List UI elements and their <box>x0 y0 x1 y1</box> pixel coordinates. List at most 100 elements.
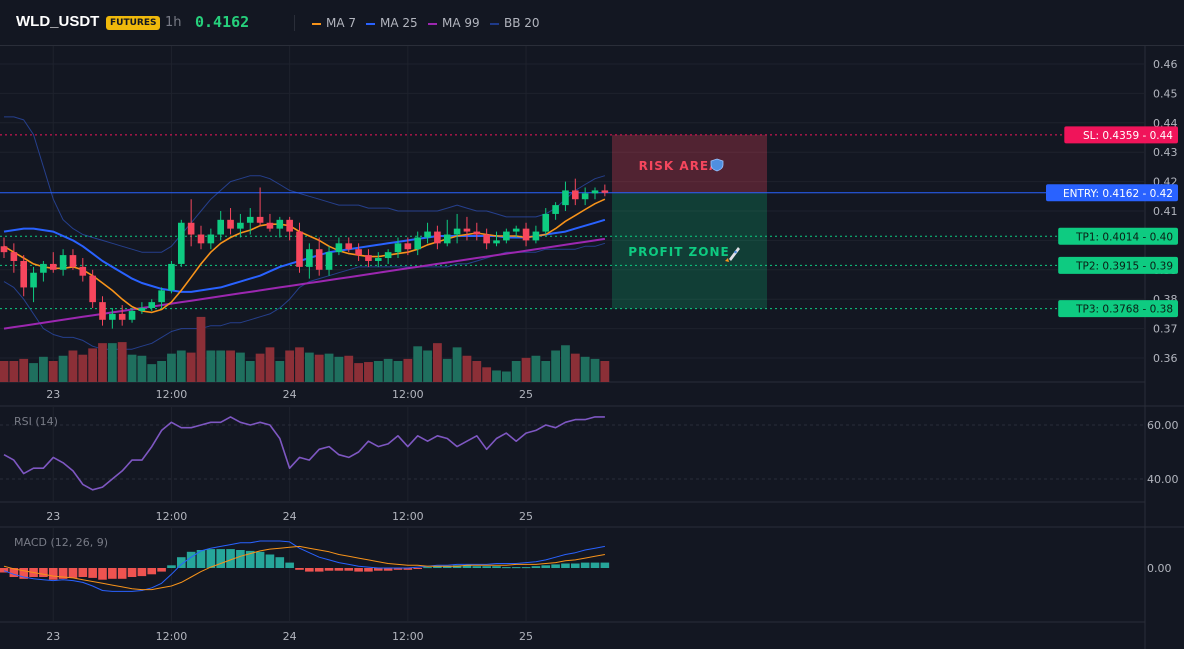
risk-area-label: RISK AREA <box>639 159 720 173</box>
macd-histogram-bar <box>295 568 304 570</box>
price-tag-tp2-text: TP2: 0.3915 - 0.39 <box>1075 260 1173 272</box>
profit-zone-label: PROFIT ZONE <box>628 245 729 259</box>
price-tag-sl <box>1064 126 1178 144</box>
macd-histogram-bar <box>413 568 422 569</box>
macd-histogram-bar <box>364 568 373 572</box>
volume-bar <box>452 347 462 382</box>
volume-bar <box>580 356 590 382</box>
macd-histogram-bar <box>472 566 482 568</box>
macd-histogram-bar <box>48 568 58 580</box>
rsi-pane[interactable] <box>0 416 1145 491</box>
macd-histogram-bar <box>423 567 432 569</box>
volume-bar <box>334 356 344 382</box>
candle-body <box>89 275 96 303</box>
candle-body <box>99 302 106 320</box>
volume-bar <box>482 367 492 382</box>
futures-badge: FUTURES <box>106 16 161 30</box>
macd-histogram-bar <box>531 566 541 568</box>
volume-bar <box>413 346 423 382</box>
candle-body <box>118 313 126 320</box>
volume-bar <box>29 363 38 382</box>
candle-body <box>158 290 165 303</box>
moving-averages <box>3 198 606 330</box>
macd-histogram-bar <box>157 568 166 572</box>
volume-bar <box>354 363 363 382</box>
macd-histogram-bar <box>482 566 491 568</box>
candle-body <box>256 216 264 223</box>
time-axis-tick: 24 <box>283 510 297 523</box>
volume-bar <box>561 345 570 382</box>
macd-histogram-bar <box>29 568 38 577</box>
macd-histogram-bar <box>590 562 600 568</box>
candle-body <box>394 243 402 253</box>
legend-ma99[interactable]: MA 99 <box>428 16 480 30</box>
volume-bar <box>9 361 19 382</box>
candle-body <box>178 222 185 264</box>
profit-zone[interactable] <box>612 192 767 309</box>
volume-bar <box>147 364 157 382</box>
volume-bar <box>255 353 265 382</box>
macd-histogram-bar <box>354 568 363 572</box>
macd-histogram-bar <box>383 568 393 571</box>
candle-body <box>296 231 303 267</box>
macd-histogram-bar <box>226 549 235 568</box>
symbol-name[interactable]: WLD_USDT <box>16 13 100 30</box>
rsi-axis-tick: 60.00 <box>1147 419 1179 432</box>
volume-bar <box>521 357 531 382</box>
macd-line <box>3 540 605 592</box>
candle-body <box>20 260 27 288</box>
macd-histogram-bar <box>58 568 68 579</box>
price-axis-tick: 0.37 <box>1153 323 1178 336</box>
macd-histogram-bar <box>9 568 19 577</box>
volume-bar <box>285 350 295 382</box>
ma99-swatch <box>428 22 437 25</box>
macd-histogram-bar <box>68 568 78 578</box>
volume-bar <box>206 350 216 382</box>
candle-body <box>79 266 87 276</box>
price-tag-tp2 <box>1058 256 1178 274</box>
risk-area-zone[interactable] <box>612 134 767 193</box>
ma7-line <box>3 198 606 314</box>
macd-histogram-bar <box>255 551 265 568</box>
legend-ma25[interactable]: MA 25 <box>366 16 418 30</box>
macd-histogram-bar <box>374 568 383 571</box>
volume-bar <box>68 350 78 382</box>
volume-bar <box>167 353 176 382</box>
volume-bar <box>236 352 245 382</box>
candle-body <box>237 222 244 229</box>
macd-histogram-bar <box>117 568 127 579</box>
candle-body <box>30 272 37 288</box>
macd-histogram-bar <box>236 550 245 568</box>
candle-body <box>109 313 116 320</box>
time-axis-tick: 24 <box>283 388 297 401</box>
volume-bar <box>314 354 324 382</box>
volume-bar <box>551 350 560 382</box>
candle-body <box>562 190 569 206</box>
macd-pane[interactable] <box>0 540 610 592</box>
price-axis-tick: 0.44 <box>1153 117 1178 130</box>
legend-ma7[interactable]: MA 7 <box>312 16 356 30</box>
volume-bar <box>107 343 117 382</box>
candle-body <box>40 263 47 273</box>
macd-histogram-bar <box>541 565 551 568</box>
candle-body <box>0 246 8 253</box>
price-tags[interactable]: SL: 0.4359 - 0.44 ENTRY: 0.4162 - 0.42 TP1… <box>1046 126 1178 318</box>
time-axis-tick: 25 <box>519 388 533 401</box>
price-axis-tick: 0.46 <box>1153 58 1178 71</box>
volume-bar <box>492 370 501 382</box>
macd-histogram-bar <box>147 568 157 575</box>
interval-selector[interactable]: 1h <box>165 15 182 30</box>
volume-bar <box>127 354 137 382</box>
volume-bar <box>0 361 9 382</box>
candle-body <box>522 228 530 241</box>
trade-levels <box>0 134 1145 310</box>
volume-bar <box>383 358 393 382</box>
legend-bb20[interactable]: BB 20 <box>490 16 540 30</box>
candle-body <box>168 263 175 291</box>
candle-body <box>207 234 215 244</box>
grid-lines <box>0 46 1145 622</box>
volume-bar <box>433 343 442 382</box>
candle-body <box>49 263 57 270</box>
candles[interactable] <box>0 178 609 329</box>
